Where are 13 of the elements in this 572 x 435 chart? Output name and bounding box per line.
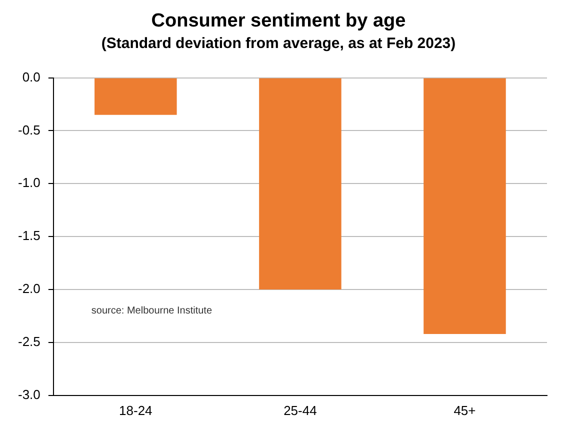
y-tick-label: -0.5	[18, 122, 40, 138]
annotation: source: Melbourne Institute	[91, 306, 212, 317]
y-tick-label: -3.0	[18, 386, 40, 402]
chart-subtitle: (Standard deviation from average, as at Feb 2023)	[101, 34, 456, 52]
x-tick-label: 18-24	[119, 402, 152, 418]
y-tick-label: -1.0	[18, 175, 40, 190]
y-tick-label: -2.0	[18, 281, 40, 296]
chart-title: Consumer sentiment by age	[151, 10, 406, 32]
x-tick-label: 25-44	[284, 402, 317, 418]
x-tick-label: 45+	[454, 402, 476, 418]
y-tick-label: 0.0	[22, 69, 40, 84]
y-tick-label: -1.5	[18, 228, 40, 244]
y-tick-label: -2.5	[18, 334, 40, 350]
